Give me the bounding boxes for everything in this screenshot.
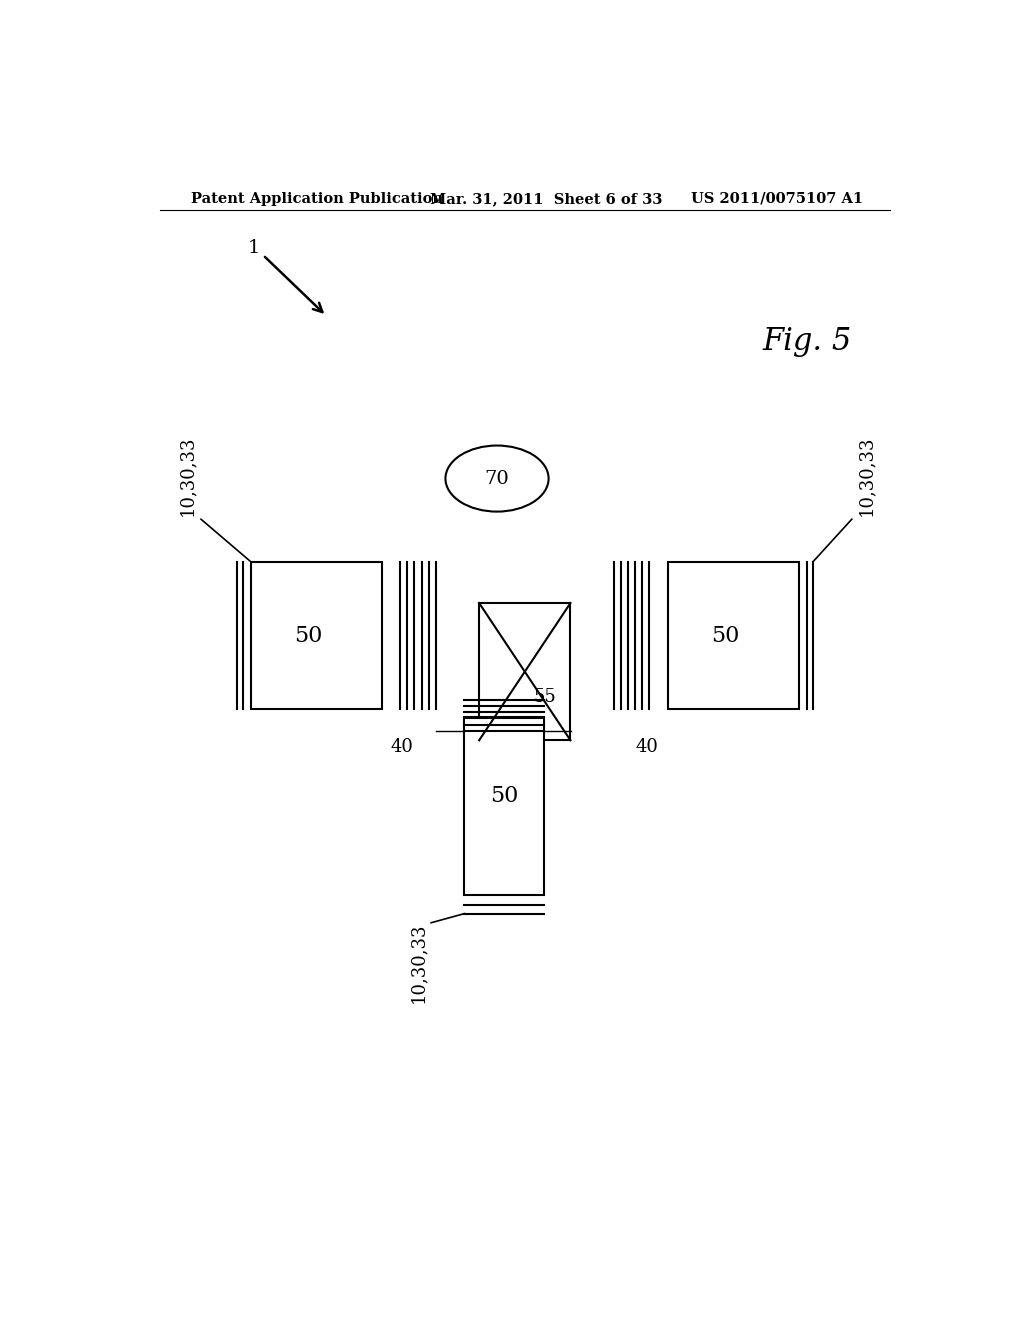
- Bar: [251, 562, 382, 709]
- Text: 50: 50: [489, 785, 518, 808]
- Bar: [668, 562, 799, 709]
- Text: 55: 55: [534, 688, 556, 706]
- Ellipse shape: [445, 446, 549, 512]
- Text: 50: 50: [711, 624, 739, 647]
- Text: 10,30,33: 10,30,33: [178, 436, 197, 516]
- Text: 10,30,33: 10,30,33: [409, 923, 427, 1003]
- Text: 40: 40: [636, 738, 658, 756]
- Bar: [465, 718, 544, 895]
- Text: 40: 40: [391, 738, 414, 756]
- Text: 50: 50: [294, 624, 323, 647]
- Text: US 2011/0075107 A1: US 2011/0075107 A1: [691, 191, 863, 206]
- Text: 70: 70: [484, 470, 509, 487]
- Text: 1: 1: [247, 239, 259, 257]
- Bar: [479, 603, 570, 741]
- Text: Mar. 31, 2011  Sheet 6 of 33: Mar. 31, 2011 Sheet 6 of 33: [430, 191, 662, 206]
- Text: Patent Application Publication: Patent Application Publication: [191, 191, 443, 206]
- Text: 10,30,33: 10,30,33: [857, 436, 876, 516]
- Text: Fig. 5: Fig. 5: [763, 326, 852, 358]
